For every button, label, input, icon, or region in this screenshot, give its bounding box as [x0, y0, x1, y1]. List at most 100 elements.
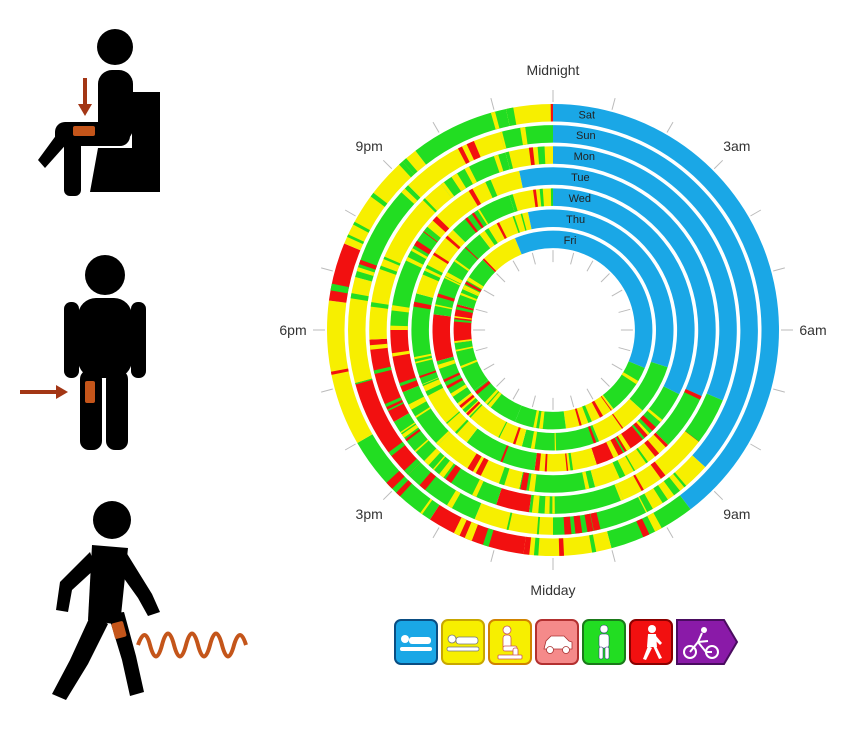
ring-segment [496, 488, 532, 513]
ring-stripe [455, 346, 474, 352]
ring-stripe [484, 389, 499, 405]
ring-stripe [512, 215, 520, 233]
day-label-sat: Sat [579, 109, 596, 121]
ring-stripe [387, 401, 404, 412]
ring-stripe [330, 283, 349, 294]
ring-stripe [633, 474, 644, 491]
ring-stripe [617, 433, 631, 451]
legend-lying [441, 619, 485, 665]
ring-stripe [414, 439, 429, 453]
ring-stripe [464, 521, 478, 541]
lying-person-icon [400, 635, 432, 651]
ring-stripe [684, 430, 700, 442]
ring-stripe [445, 464, 461, 483]
ring-stripe [388, 441, 406, 456]
hour-tick [475, 308, 488, 313]
ring-stripe [563, 516, 572, 535]
ring-stripe [424, 448, 441, 466]
ring-stripe [482, 258, 497, 273]
ring-stripe [466, 401, 481, 416]
lying-person-icon [446, 634, 480, 652]
ring-stripe [373, 366, 392, 375]
ring-stripe [584, 513, 594, 532]
ring-segment [629, 361, 668, 411]
standing-person-sensor-icon [20, 255, 146, 450]
ring-stripe [558, 538, 565, 556]
sitting-person-sensor-icon [38, 29, 160, 196]
ring-stripe [391, 350, 410, 357]
ring-stripe [673, 472, 687, 488]
ring-stripe [475, 380, 491, 395]
ring-stripe [582, 405, 592, 423]
hour-tick [750, 443, 762, 451]
ring-stripe [490, 111, 500, 130]
hour-tick [321, 388, 333, 393]
ring-stripe [544, 496, 550, 514]
ring-stripe [451, 173, 467, 192]
ring-stripe [462, 398, 479, 413]
ring-stripe [512, 427, 521, 445]
hour-tick [344, 443, 356, 451]
ring-segment [563, 394, 614, 429]
ring-stripe [405, 256, 424, 268]
hour-tick [611, 363, 623, 371]
activity-radial-chart: Sat Sun Mon Tue Wed Thu Fri Midnight 3am 6am 9am Mi… [279, 62, 826, 598]
ring-segment [519, 167, 553, 188]
ring-stripe [636, 420, 650, 436]
ring-segment [553, 209, 674, 368]
ring-mon [369, 146, 737, 514]
hour-tick [475, 347, 488, 352]
ring-stripe [460, 292, 478, 302]
clock-label-9pm: 9pm [356, 138, 383, 154]
ring-stripe [425, 383, 444, 396]
ring-segment [553, 125, 758, 468]
hour-tick [490, 550, 495, 562]
ring-segment [514, 230, 553, 255]
legend-sitting [488, 619, 532, 665]
hour-tick [531, 395, 536, 408]
hour-tick [512, 260, 520, 272]
ring-segment [429, 504, 526, 555]
hour-tick [611, 98, 616, 110]
hour-tick [432, 527, 440, 539]
ring-stripe [552, 496, 555, 514]
hour-tick [570, 252, 575, 265]
ring-stripe [419, 370, 437, 379]
sitting-person-icon [497, 625, 523, 660]
ring-stripe [439, 460, 454, 478]
ring-stripe [568, 452, 574, 471]
day-label-wed: Wed [569, 193, 591, 205]
ring-stripe [390, 325, 408, 330]
ring-stripe [420, 498, 433, 515]
hour-tick [713, 490, 724, 501]
day-label-fri: Fri [564, 235, 577, 247]
ring-stripe [554, 432, 557, 451]
ring-segment [408, 462, 482, 520]
ring-stripe [536, 516, 541, 535]
ring-stripe [410, 248, 428, 260]
ring-stripe [454, 259, 470, 272]
ring-segment [454, 340, 489, 391]
ring-stripe [466, 277, 484, 290]
hour-tick [611, 289, 623, 297]
ring-stripe [631, 424, 645, 440]
hour-tick [483, 363, 495, 371]
ring-stripe [612, 413, 624, 429]
ring-sat [327, 104, 779, 556]
clock-label-3am: 3am [723, 138, 750, 154]
ring-segment [453, 304, 474, 343]
hour-tick [432, 121, 440, 133]
ring-segment [602, 361, 645, 409]
ring-stripe [574, 408, 582, 426]
ring-segment [514, 405, 566, 430]
ring-stripe [355, 378, 373, 385]
ring-stripe [437, 293, 455, 302]
ring-stripe [422, 378, 440, 387]
ring-segment [433, 234, 491, 317]
ring-stripe [533, 537, 540, 556]
ring-stripe [600, 396, 612, 411]
legend-cycling [676, 619, 739, 665]
ring-stripe [446, 411, 461, 424]
ring-segment [390, 330, 419, 393]
ring-segment [416, 229, 466, 298]
